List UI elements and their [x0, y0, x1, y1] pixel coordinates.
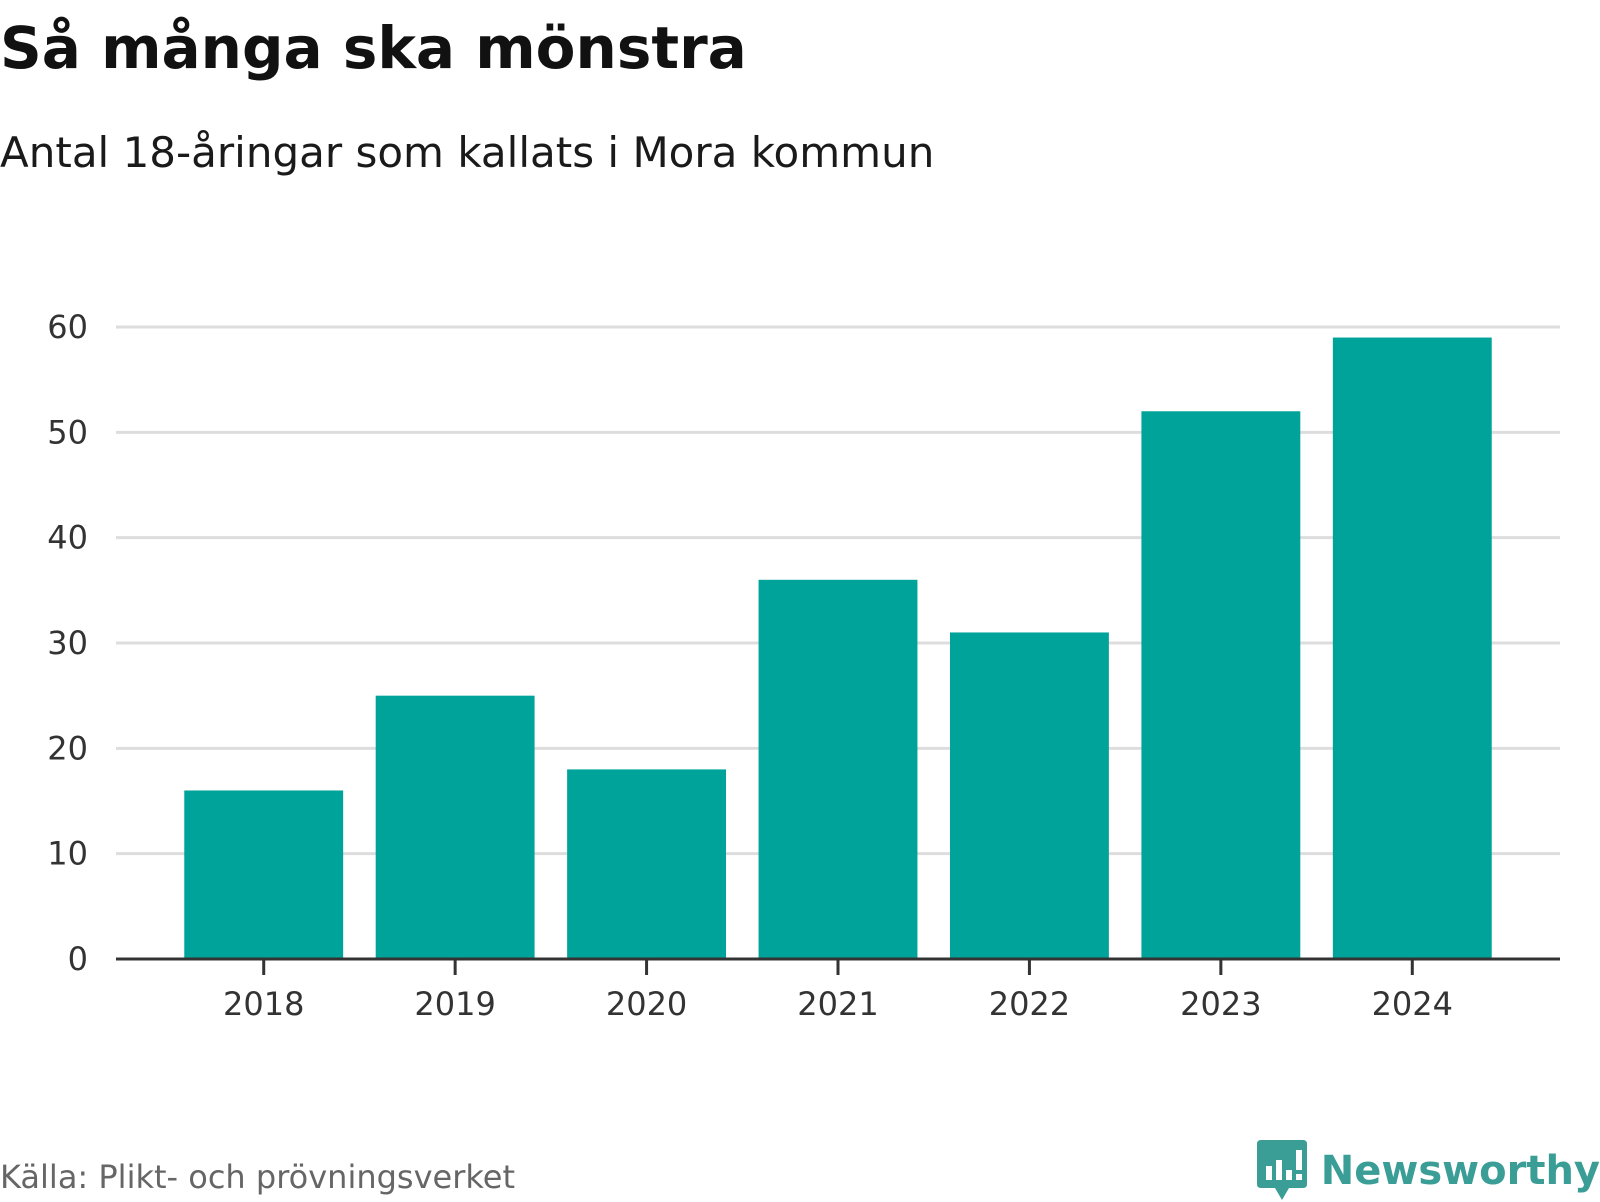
x-tick-label-2021: 2021 — [797, 985, 878, 1023]
y-tick-label-60: 60 — [47, 308, 88, 346]
bar-2023 — [1141, 411, 1301, 959]
chart-subtitle: Antal 18-åringar som kallats i Mora komm… — [0, 128, 935, 177]
x-axis-ticks: 2018 2019 2020 2021 2022 2023 2024 — [223, 959, 1453, 1023]
y-tick-label-40: 40 — [47, 519, 88, 557]
brand-logo: Newsworthy — [1256, 1140, 1600, 1202]
x-tick-label-2024: 2024 — [1372, 985, 1453, 1023]
bar-2021 — [758, 579, 918, 959]
bar-2022 — [949, 632, 1109, 959]
chart-title: Så många ska mönstra — [0, 14, 747, 82]
y-tick-label-30: 30 — [47, 624, 88, 662]
x-tick-label-2023: 2023 — [1180, 985, 1261, 1023]
y-axis-tick-labels: 0 10 20 30 40 50 60 — [47, 308, 88, 978]
source-note: Källa: Plikt- och prövningsverket — [0, 1158, 515, 1196]
bar-2019 — [375, 695, 535, 959]
bars — [184, 337, 1492, 959]
y-tick-label-0: 0 — [68, 940, 88, 978]
x-tick-label-2022: 2022 — [989, 985, 1070, 1023]
x-tick-label-2018: 2018 — [223, 985, 304, 1023]
y-tick-label-10: 10 — [47, 835, 88, 873]
x-tick-label-2020: 2020 — [606, 985, 687, 1023]
y-tick-label-20: 20 — [47, 729, 88, 767]
newsworthy-logo-icon — [1256, 1140, 1307, 1200]
bar-2018 — [184, 790, 344, 959]
brand-name: Newsworthy — [1320, 1148, 1600, 1194]
x-tick-label-2019: 2019 — [414, 985, 495, 1023]
y-tick-label-50: 50 — [47, 413, 88, 451]
bar-2024 — [1332, 337, 1492, 959]
bar-2020 — [567, 769, 727, 959]
